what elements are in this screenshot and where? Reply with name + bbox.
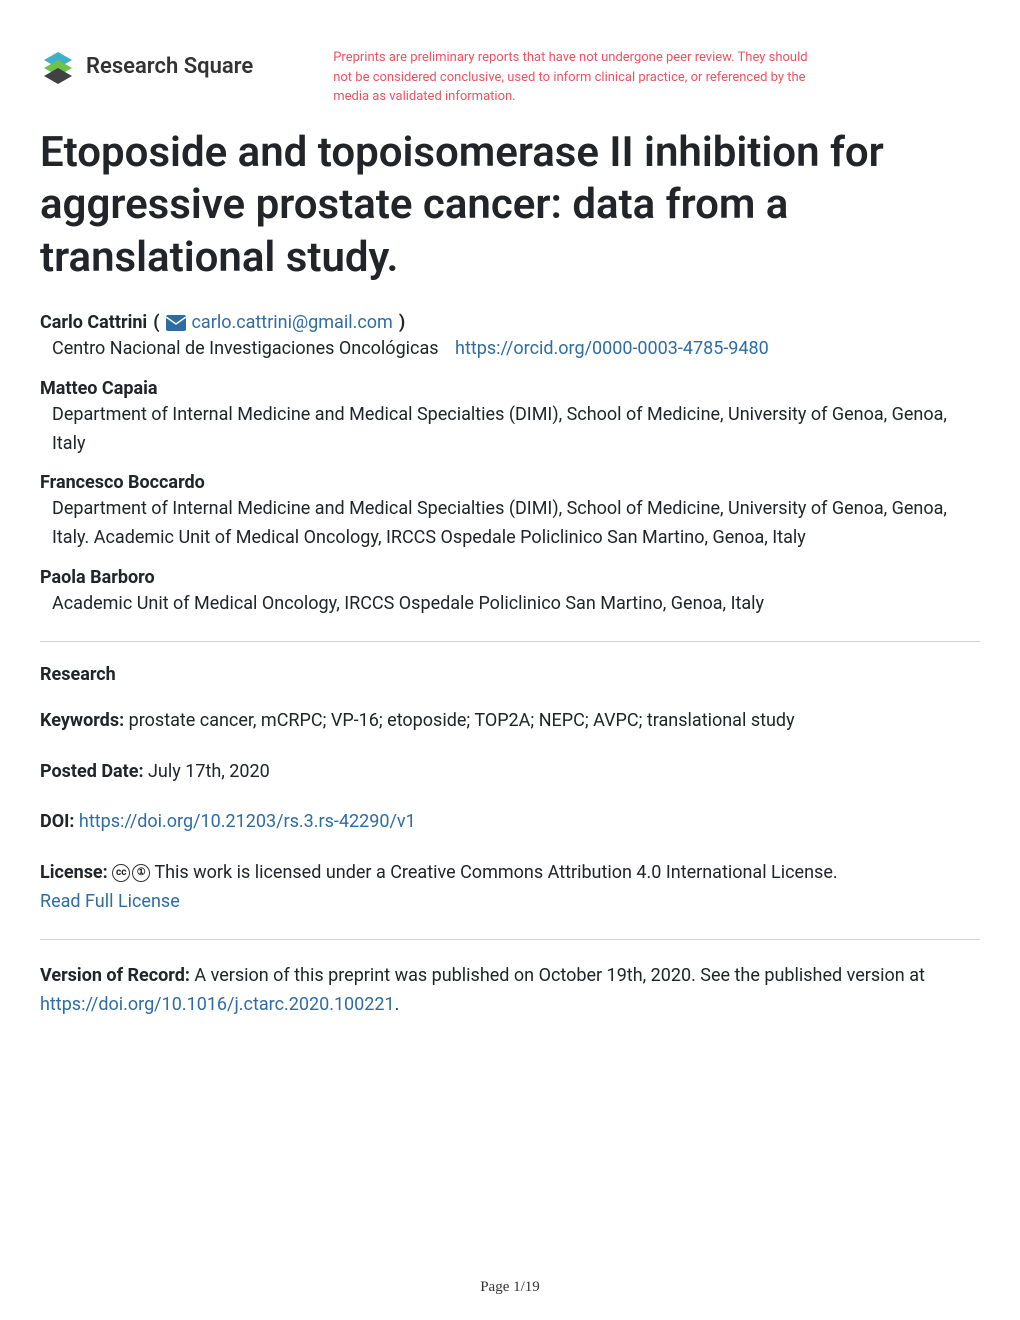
author-name: Paola Barboro bbox=[40, 567, 980, 588]
version-label: Version of Record: bbox=[40, 965, 190, 986]
license-label: License: bbox=[40, 862, 108, 883]
doi-label: DOI: bbox=[40, 811, 74, 832]
author-block: Matteo Capaia Department of Internal Med… bbox=[40, 378, 980, 459]
license-text: This work is licensed under a Creative C… bbox=[154, 862, 837, 883]
cc-icons: cc ① bbox=[112, 864, 150, 882]
by-icon: ① bbox=[132, 864, 150, 882]
author-name: Matteo Capaia bbox=[40, 378, 980, 399]
divider bbox=[40, 641, 980, 642]
author-affiliation: Department of Internal Medicine and Medi… bbox=[40, 495, 980, 553]
version-text: A version of this preprint was published… bbox=[194, 965, 924, 986]
keywords-label: Keywords: bbox=[40, 710, 124, 731]
paren-open: ( bbox=[153, 312, 159, 333]
author-affiliation: Department of Internal Medicine and Medi… bbox=[40, 401, 980, 459]
author-email-link[interactable]: carlo.cattrini@gmail.com bbox=[192, 312, 393, 333]
posted-date-label: Posted Date: bbox=[40, 761, 144, 782]
author-affiliation: Academic Unit of Medical Oncology, IRCCS… bbox=[40, 590, 980, 619]
version-text-end: . bbox=[395, 994, 400, 1015]
version-row: Version of Record: A version of this pre… bbox=[40, 962, 980, 1020]
doi-link[interactable]: https://doi.org/10.21203/rs.3.rs-42290/v… bbox=[79, 811, 416, 832]
posted-date-row: Posted Date: July 17th, 2020 bbox=[40, 758, 980, 787]
keywords-row: Keywords: prostate cancer, mCRPC; VP-16;… bbox=[40, 707, 980, 736]
doi-row: DOI: https://doi.org/10.21203/rs.3.rs-42… bbox=[40, 808, 980, 837]
research-square-logo-icon bbox=[40, 48, 76, 84]
article-title: Etoposide and topoisomerase II inhibitio… bbox=[40, 127, 980, 285]
paren-close: ) bbox=[399, 312, 405, 333]
author-affiliation: Centro Nacional de Investigaciones Oncol… bbox=[52, 338, 439, 359]
license-link[interactable]: Read Full License bbox=[40, 891, 180, 912]
header: Research Square Preprints are preliminar… bbox=[40, 48, 980, 107]
brand-name: Research Square bbox=[86, 54, 253, 79]
author-name: Carlo Cattrini bbox=[40, 312, 147, 333]
divider bbox=[40, 939, 980, 940]
keywords-value: prostate cancer, mCRPC; VP-16; etoposide… bbox=[129, 710, 795, 731]
author-block: Paola Barboro Academic Unit of Medical O… bbox=[40, 567, 980, 619]
author-name: Francesco Boccardo bbox=[40, 472, 980, 493]
email-icon bbox=[166, 315, 186, 331]
author-block: Francesco Boccardo Department of Interna… bbox=[40, 472, 980, 553]
posted-date-value: July 17th, 2020 bbox=[148, 761, 270, 782]
license-row: License: cc ① This work is licensed unde… bbox=[40, 859, 980, 917]
preprint-disclaimer: Preprints are preliminary reports that h… bbox=[333, 48, 813, 107]
article-type: Research bbox=[40, 664, 980, 685]
orcid-link[interactable]: https://orcid.org/0000-0003-4785-9480 bbox=[455, 338, 769, 359]
cc-icon: cc bbox=[112, 864, 130, 882]
logo-block[interactable]: Research Square bbox=[40, 48, 253, 84]
version-link[interactable]: https://doi.org/10.1016/j.ctarc.2020.100… bbox=[40, 994, 395, 1015]
page-indicator: Page 1/19 bbox=[0, 1279, 1020, 1296]
author-block: Carlo Cattrini ( carlo.cattrini@gmail.co… bbox=[40, 312, 980, 364]
